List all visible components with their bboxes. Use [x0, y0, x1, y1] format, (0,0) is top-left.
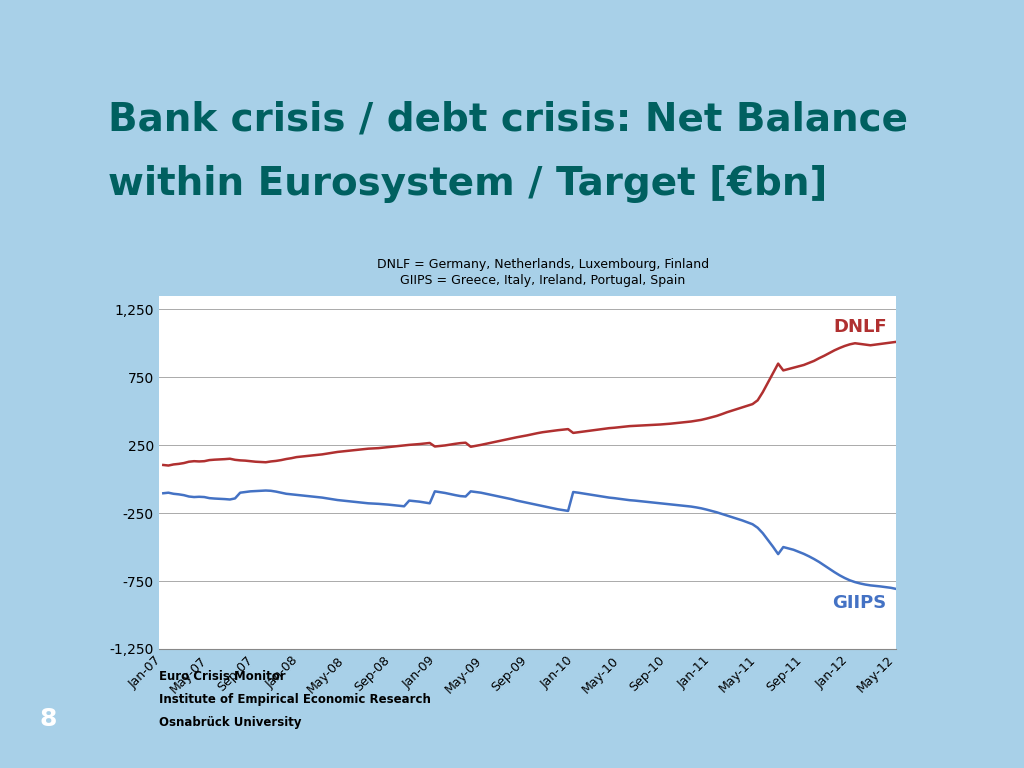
Text: DNLF: DNLF [834, 319, 887, 336]
Text: within Eurosystem / Target [€bn]: within Eurosystem / Target [€bn] [108, 165, 827, 204]
Text: DNLF = Germany, Netherlands, Luxembourg, Finland: DNLF = Germany, Netherlands, Luxembourg,… [377, 259, 709, 271]
Text: GIIPS: GIIPS [833, 594, 887, 612]
Text: 8: 8 [40, 707, 56, 731]
Text: Bank crisis / debt crisis: Net Balance: Bank crisis / debt crisis: Net Balance [108, 100, 907, 138]
Text: Euro Crisis Monitor: Euro Crisis Monitor [159, 670, 286, 683]
Text: GIIPS = Greece, Italy, Ireland, Portugal, Spain: GIIPS = Greece, Italy, Ireland, Portugal… [400, 274, 685, 286]
Text: Institute of Empirical Economic Research: Institute of Empirical Economic Research [159, 693, 431, 706]
Text: Osnabrück University: Osnabrück University [159, 716, 301, 729]
